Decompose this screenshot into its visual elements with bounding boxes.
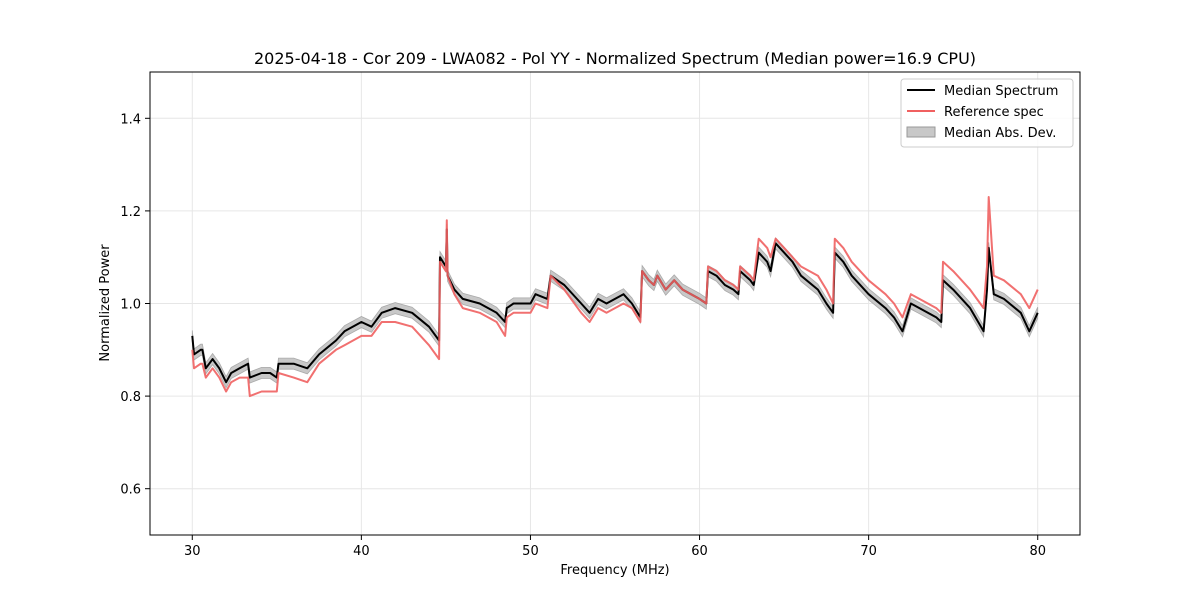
data-layer — [191, 196, 1039, 398]
y-tick-label: 0.8 — [120, 390, 141, 405]
y-tick-label: 1.4 — [120, 112, 141, 127]
tick-layer: 30 40 50 60 70 80 0.6 0.8 1.0 1.2 1.4 — [120, 112, 1046, 559]
legend-median-label: Median Spectrum — [944, 84, 1058, 99]
x-axis-label: Frequency (MHz) — [560, 563, 669, 578]
legend-reference-label: Reference spec — [944, 105, 1044, 120]
legend-mad-patch — [906, 126, 936, 138]
x-tick-label: 70 — [860, 544, 877, 559]
x-tick-label: 60 — [691, 544, 708, 559]
median-spectrum-line — [191, 228, 1039, 384]
y-tick-label: 0.6 — [120, 483, 141, 498]
x-tick-label: 50 — [522, 544, 539, 559]
reference-spectrum-line — [191, 196, 1039, 398]
y-tick-label: 1.0 — [120, 298, 141, 313]
legend: Median Spectrum Reference spec Median Ab… — [900, 78, 1074, 148]
x-tick-label: 40 — [353, 544, 370, 559]
y-tick-label: 1.2 — [120, 205, 141, 220]
legend-mad-label: Median Abs. Dev. — [944, 126, 1056, 141]
y-axis-label: Normalized Power — [98, 244, 113, 362]
x-tick-label: 80 — [1029, 544, 1046, 559]
legend-box — [900, 78, 1074, 148]
x-tick-label: 30 — [184, 544, 201, 559]
chart-title: 2025-04-18 - Cor 209 - LWA082 - Pol YY -… — [254, 49, 976, 68]
